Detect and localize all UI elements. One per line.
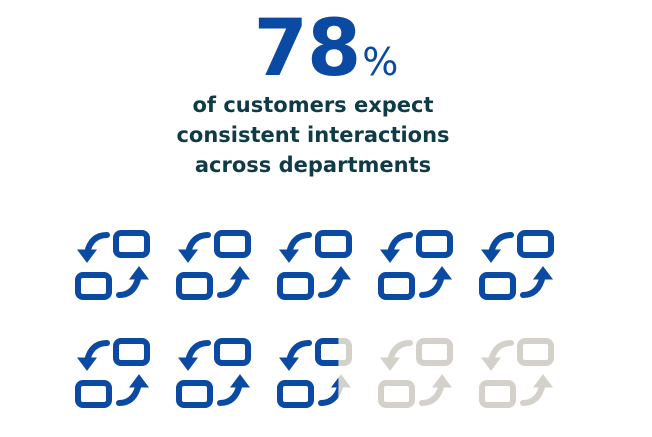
stat-headline: 78% — [0, 10, 652, 88]
exchange-arrows-icon — [478, 337, 556, 409]
stat-suffix: % — [362, 40, 399, 84]
exchange-arrows-icon — [175, 337, 253, 409]
exchange-arrows-icon — [377, 337, 455, 409]
exchange-arrows-icon — [74, 337, 152, 409]
exchange-arrows-icon — [377, 229, 455, 301]
description-line: across departments — [194, 153, 432, 177]
description-line: of customers expect — [192, 93, 434, 117]
exchange-arrows-icon — [276, 337, 354, 409]
exchange-arrows-icon — [74, 229, 152, 301]
exchange-arrows-icon — [478, 229, 556, 301]
exchange-arrows-icon — [276, 229, 354, 301]
stat-value: 78 — [253, 4, 362, 94]
description-line: consistent interactions — [176, 123, 450, 147]
stat-description: of customers expect consistent interacti… — [0, 90, 626, 180]
exchange-arrows-icon — [175, 229, 253, 301]
